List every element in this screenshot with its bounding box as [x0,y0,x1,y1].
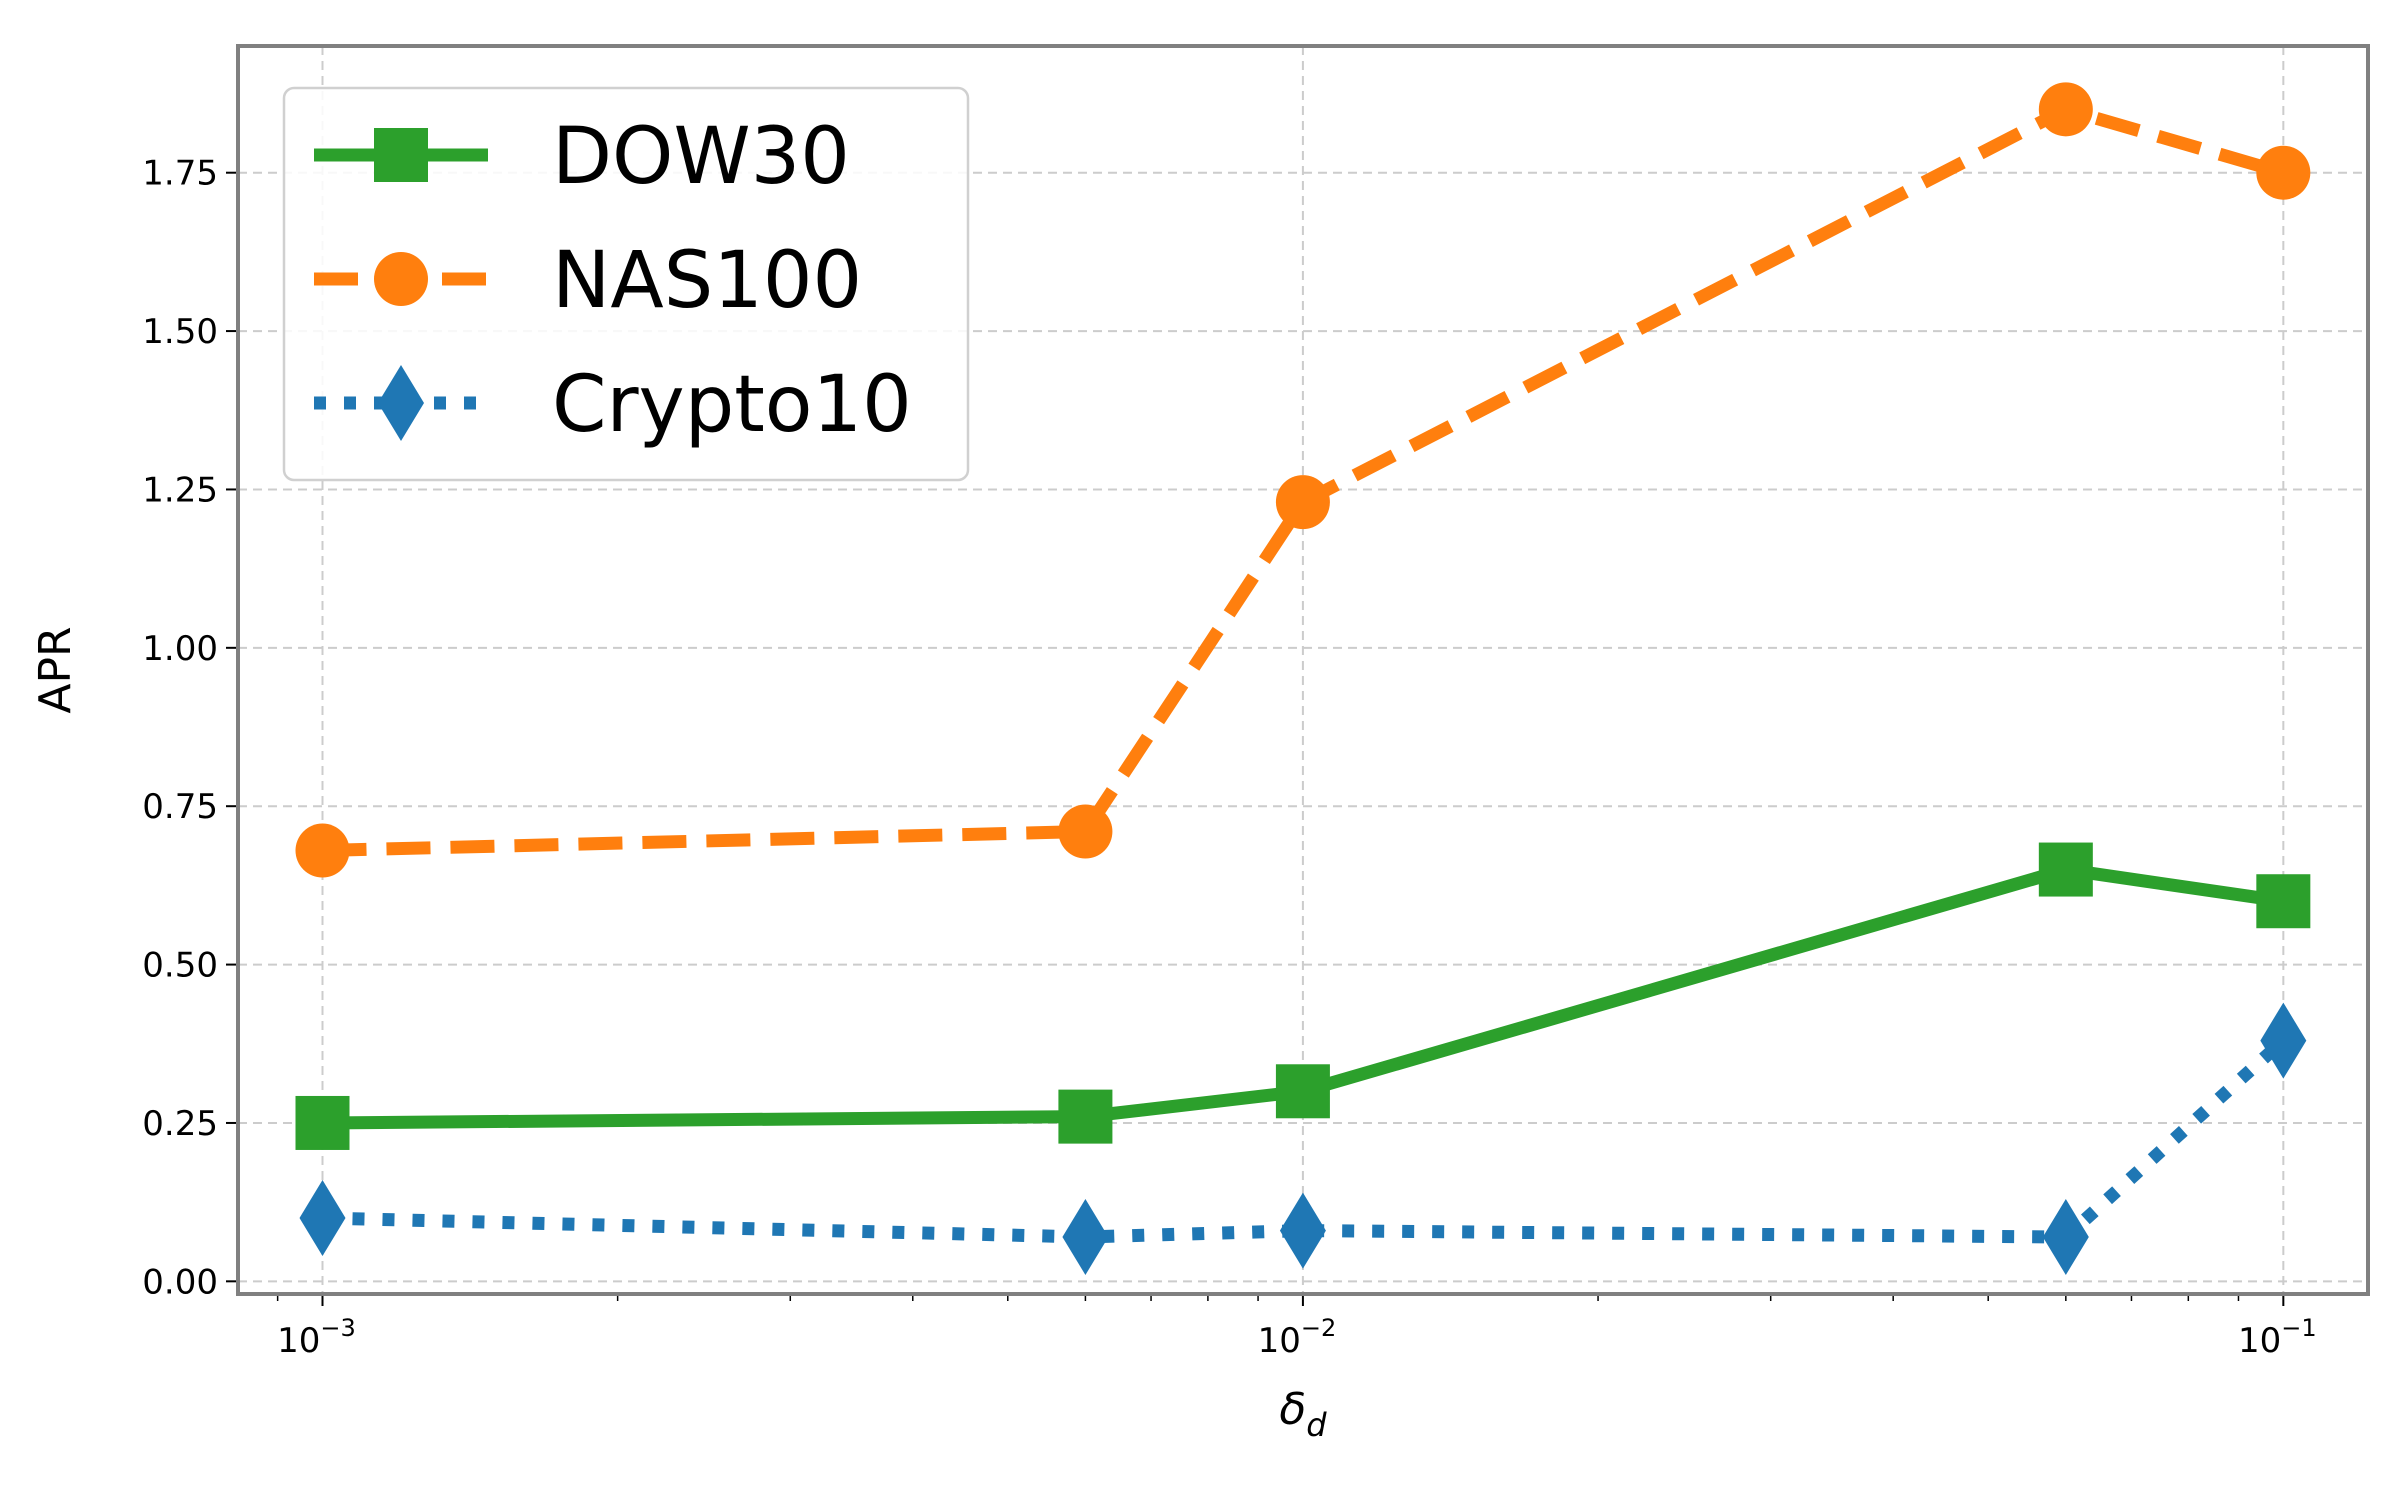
legend: DOW30 NAS100 Crypto10 [282,86,970,482]
y-tick-label: 1.25 [142,470,218,510]
y-tick-label: 1.75 [142,154,218,194]
legend-box [282,86,970,482]
data-point-nas100 [2038,82,2093,137]
data-point-crypto10 [299,1179,346,1256]
y-tick-label: 0.50 [142,946,218,986]
legend-label-nas100: NAS100 [552,236,862,326]
data-point-dow30 [2256,874,2311,929]
plot-series [295,82,2311,1275]
y-tick-label: 0.75 [142,787,218,827]
legend-item-dow30: DOW30 [314,112,850,202]
y-tick-label: 0.00 [142,1262,218,1302]
series-nas100 [295,82,2311,878]
x-tick-label: 10−1 [2238,1314,2317,1361]
x-tick-exponent: −1 [2281,1314,2316,1342]
legend-item-nas100: NAS100 [314,236,862,326]
data-point-nas100 [2256,145,2311,200]
data-point-crypto10 [2260,1002,2307,1079]
x-tick-base: 10 [277,1321,320,1361]
legend-label-dow30: DOW30 [552,112,850,202]
data-point-nas100 [1058,804,1113,859]
legend-marker-dow30 [374,128,428,182]
x-tick-base: 10 [1258,1321,1301,1361]
plot-frame [236,44,2370,1296]
y-axis-label: APR [30,626,81,713]
series-crypto10 [299,1002,2307,1275]
series-line-crypto10 [322,1035,2288,1244]
x-tick-label: 10−3 [277,1314,356,1361]
x-axis-label-subscript: d [1306,1406,1327,1444]
data-point-dow30 [295,1095,350,1150]
y-tick-label: 0.25 [142,1104,218,1144]
y-tick-label: 1.00 [142,629,218,669]
y-tick-label: 1.50 [142,312,218,352]
data-point-crypto10 [1279,1192,1326,1269]
data-point-nas100 [295,823,350,878]
grid [238,46,2368,1294]
legend-marker-crypto10 [378,365,424,441]
data-point-dow30 [1275,1064,1330,1119]
data-point-nas100 [1275,475,1330,530]
data-point-crypto10 [2042,1198,2089,1275]
legend-marker-nas100 [374,252,428,306]
x-axis-label: δd [1279,1384,1327,1444]
x-tick-base: 10 [2238,1321,2281,1361]
x-tick-label: 10−2 [1258,1314,1337,1361]
legend-item-crypto10: Crypto10 [314,360,912,450]
data-point-dow30 [2038,842,2093,897]
data-point-crypto10 [1062,1198,1109,1275]
x-tick-exponent: −2 [1301,1314,1336,1342]
x-axis-label-main: δ [1279,1384,1306,1435]
legend-label-crypto10: Crypto10 [552,360,912,450]
data-point-dow30 [1058,1089,1113,1144]
series-dow30 [295,842,2311,1150]
x-tick-exponent: −3 [320,1314,355,1342]
